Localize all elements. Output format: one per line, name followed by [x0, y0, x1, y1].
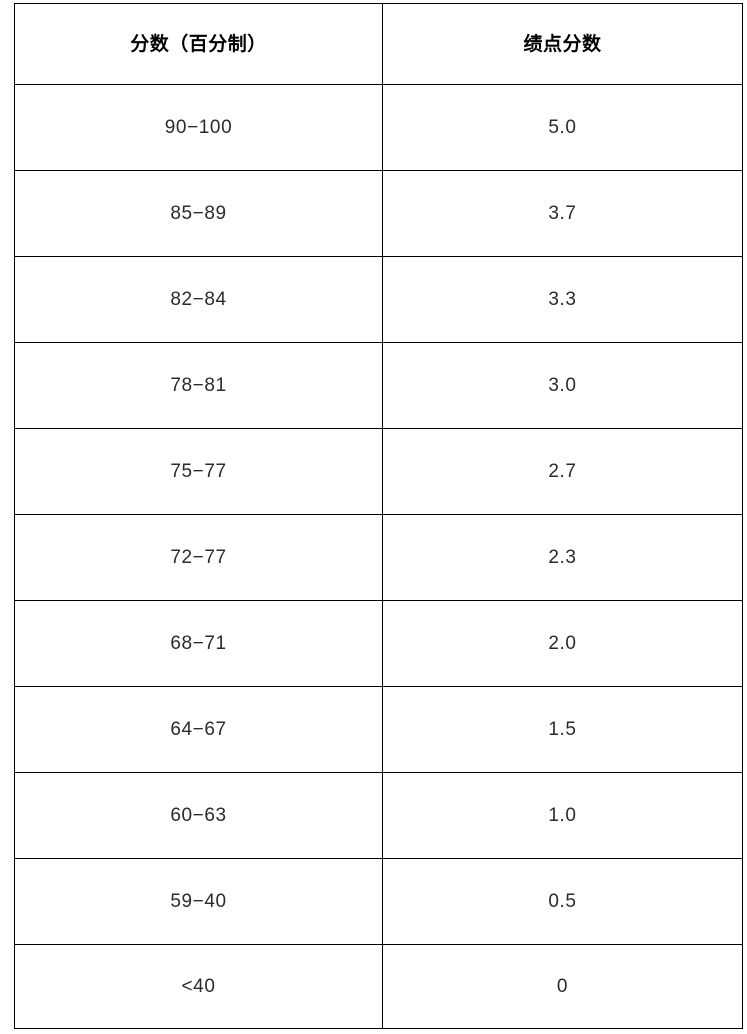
cell-point: 1.5 — [382, 686, 743, 773]
cell-point: 0 — [382, 944, 743, 1029]
cell-point-value: 3.7 — [548, 202, 577, 224]
table-header: 分数（百分制） 绩点分数 — [14, 3, 743, 85]
table-row: 82−84 3.3 — [14, 256, 743, 343]
cell-point: 2.0 — [382, 600, 743, 687]
table-row: 75−77 2.7 — [14, 428, 743, 515]
cell-point-value: 2.7 — [548, 460, 577, 482]
table-row: 68−71 2.0 — [14, 600, 743, 687]
cell-score: 90−100 — [14, 84, 383, 171]
cell-score-value: 72−77 — [170, 546, 227, 568]
cell-point-value: 1.5 — [548, 718, 577, 740]
table-row: 85−89 3.7 — [14, 170, 743, 257]
table-row: 59−40 0.5 — [14, 858, 743, 945]
cell-score-value: 85−89 — [170, 202, 227, 224]
cell-score: 64−67 — [14, 686, 383, 773]
cell-score-value: 59−40 — [170, 890, 227, 912]
cell-point-value: 3.0 — [548, 374, 577, 396]
column-header-point-label: 绩点分数 — [523, 33, 602, 55]
cell-score: <40 — [14, 944, 383, 1029]
cell-score: 78−81 — [14, 342, 383, 429]
cell-point: 0.5 — [382, 858, 743, 945]
cell-score: 72−77 — [14, 514, 383, 601]
cell-score-value: 60−63 — [170, 804, 227, 826]
cell-score-value: 82−84 — [170, 288, 227, 310]
table-body: 90−100 5.0 85−89 3.7 82−84 3.3 — [14, 84, 743, 1029]
table-row: 64−67 1.5 — [14, 686, 743, 773]
cell-score-value: 68−71 — [170, 632, 227, 654]
table-row: 90−100 5.0 — [14, 84, 743, 171]
table-header-row: 分数（百分制） 绩点分数 — [14, 3, 743, 85]
cell-point: 2.7 — [382, 428, 743, 515]
grade-conversion-table: 分数（百分制） 绩点分数 90−100 5.0 85−89 — [14, 3, 743, 1029]
cell-point-value: 0.5 — [548, 890, 577, 912]
cell-score: 85−89 — [14, 170, 383, 257]
cell-score: 82−84 — [14, 256, 383, 343]
cell-point-value: 5.0 — [548, 116, 577, 138]
cell-point: 3.7 — [382, 170, 743, 257]
cell-point-value: 2.0 — [548, 632, 577, 654]
table-row: <40 0 — [14, 944, 743, 1029]
column-header-score: 分数（百分制） — [14, 3, 383, 85]
cell-score: 68−71 — [14, 600, 383, 687]
cell-score: 60−63 — [14, 772, 383, 859]
cell-point-value: 0 — [556, 975, 569, 997]
column-header-score-label: 分数（百分制） — [130, 33, 267, 55]
cell-score-value: 64−67 — [170, 718, 227, 740]
cell-point-value: 1.0 — [548, 804, 577, 826]
cell-point: 2.3 — [382, 514, 743, 601]
cell-point: 3.3 — [382, 256, 743, 343]
table-row: 60−63 1.0 — [14, 772, 743, 859]
cell-point-value: 3.3 — [548, 288, 577, 310]
cell-score-value: 90−100 — [164, 116, 233, 138]
cell-score: 59−40 — [14, 858, 383, 945]
cell-point: 3.0 — [382, 342, 743, 429]
cell-score-value: 78−81 — [170, 374, 227, 396]
cell-score-value: 75−77 — [170, 460, 227, 482]
cell-point-value: 2.3 — [548, 546, 577, 568]
table-row: 78−81 3.0 — [14, 342, 743, 429]
cell-score-value: <40 — [181, 975, 216, 997]
cell-score: 75−77 — [14, 428, 383, 515]
column-header-point: 绩点分数 — [382, 3, 743, 85]
cell-point: 5.0 — [382, 84, 743, 171]
table-row: 72−77 2.3 — [14, 514, 743, 601]
cell-point: 1.0 — [382, 772, 743, 859]
